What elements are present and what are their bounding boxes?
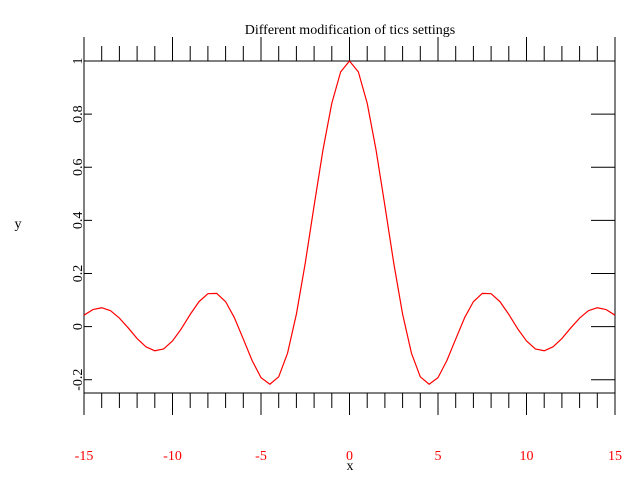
chart-title: Different modification of tics settings xyxy=(245,23,455,38)
y-tick-label: 0.8 xyxy=(71,105,86,123)
x-tick-label: -10 xyxy=(163,449,182,464)
y-tick-label: 0.2 xyxy=(71,265,86,283)
x-tick-label: 0 xyxy=(346,449,353,464)
x-tick-label: 10 xyxy=(520,449,534,464)
x-tick-label: -15 xyxy=(75,449,94,464)
plot-frame xyxy=(83,60,616,394)
y-tick-label: 0.6 xyxy=(71,158,86,176)
x-tick-label: 5 xyxy=(435,449,442,464)
y-axis-label: y xyxy=(15,217,22,232)
y-tick-label: 1 xyxy=(71,58,86,65)
y-tick-label: 0.4 xyxy=(71,212,86,230)
x-tick-label: -5 xyxy=(255,449,267,464)
y-tick-label: -0.2 xyxy=(71,369,86,391)
x-axis-label: x xyxy=(347,459,354,474)
x-tick-label: 15 xyxy=(608,449,622,464)
data-line xyxy=(83,60,616,385)
y-tick-label: 0 xyxy=(71,323,86,330)
